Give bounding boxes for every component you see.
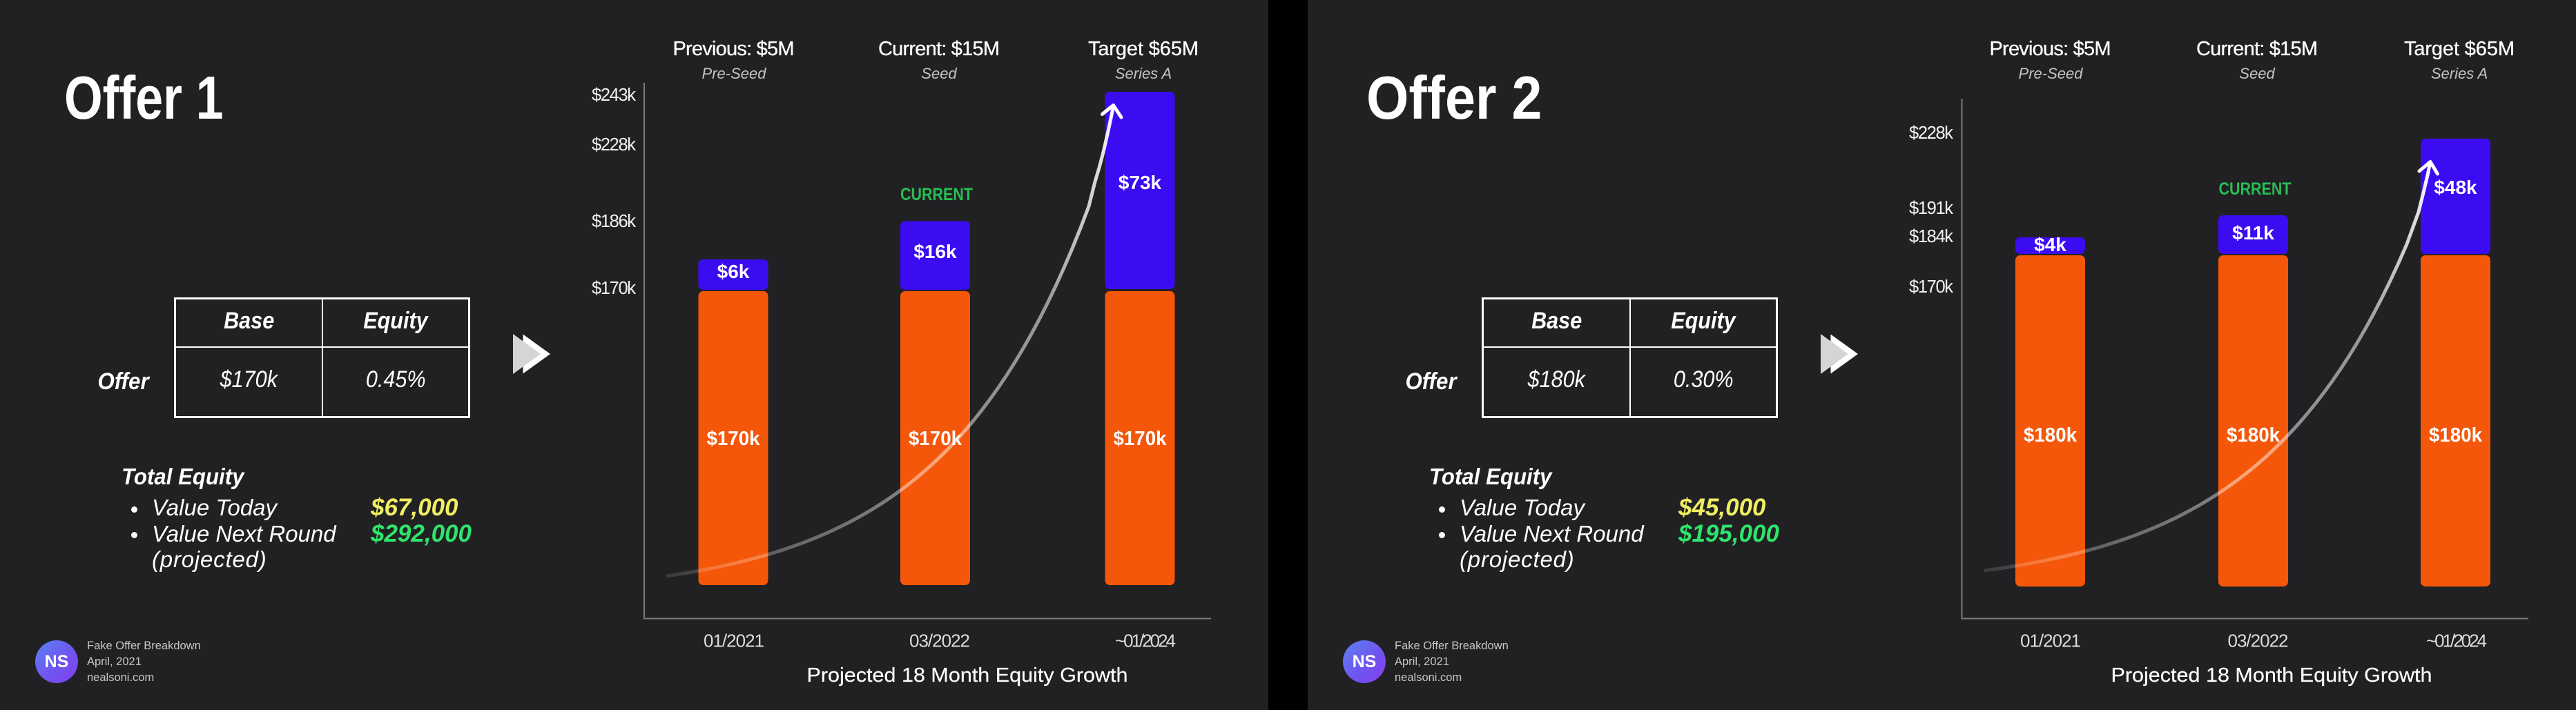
svg-text:03/2022: 03/2022 [2228, 631, 2289, 651]
svg-text:Series A: Series A [2431, 65, 2488, 82]
svg-text:Seed: Seed [2239, 65, 2275, 82]
svg-text:$180k: $180k [2024, 424, 2078, 446]
svg-text:$186k: $186k [592, 212, 636, 231]
svg-text:~01/2024: ~01/2024 [1115, 631, 1176, 651]
svg-text:03/2022: 03/2022 [909, 631, 970, 651]
svg-text:Current: $15M: Current: $15M [878, 38, 1000, 60]
svg-text:$170k: $170k [1909, 277, 1953, 297]
svg-text:$191k: $191k [1909, 199, 1953, 218]
svg-text:Target $65M: Target $65M [1088, 38, 1199, 60]
svg-text:CURRENT: CURRENT [2219, 179, 2292, 199]
svg-text:$73k: $73k [1118, 172, 1162, 193]
svg-text:CURRENT: CURRENT [900, 185, 973, 204]
svg-text:Previous: $5M: Previous: $5M [673, 38, 795, 60]
svg-text:$170k: $170k [909, 428, 962, 450]
svg-text:01/2021: 01/2021 [704, 631, 764, 651]
svg-text:Previous: $5M: Previous: $5M [1990, 38, 2111, 60]
svg-text:Projected 18 Month Equity Grow: Projected 18 Month Equity Growth [807, 664, 1128, 687]
svg-text:Projected 18 Month Equity Grow: Projected 18 Month Equity Growth [2111, 664, 2432, 687]
svg-text:~01/2024: ~01/2024 [2426, 631, 2487, 651]
svg-text:$170k: $170k [592, 279, 636, 298]
svg-text:Series A: Series A [1115, 65, 1172, 82]
svg-text:$170k: $170k [1114, 428, 1168, 450]
svg-text:$170k: $170k [707, 428, 761, 450]
svg-text:$184k: $184k [1909, 227, 1953, 246]
svg-text:$180k: $180k [2429, 424, 2483, 446]
svg-text:Pre-Seed: Pre-Seed [702, 65, 767, 82]
svg-text:Current: $15M: Current: $15M [2196, 38, 2318, 60]
svg-text:01/2021: 01/2021 [2020, 631, 2081, 651]
svg-text:$48k: $48k [2434, 177, 2477, 198]
svg-text:$180k: $180k [2227, 424, 2280, 446]
svg-text:$243k: $243k [592, 86, 636, 105]
svg-text:$16k: $16k [913, 241, 957, 262]
svg-text:$228k: $228k [1909, 124, 1953, 143]
svg-text:Seed: Seed [921, 65, 957, 82]
svg-text:$4k: $4k [2034, 234, 2066, 255]
svg-text:$11k: $11k [2232, 222, 2274, 244]
svg-text:Target $65M: Target $65M [2404, 38, 2515, 60]
svg-text:$6k: $6k [717, 261, 750, 282]
svg-text:$228k: $228k [592, 135, 636, 155]
svg-text:Pre-Seed: Pre-Seed [2019, 65, 2084, 82]
